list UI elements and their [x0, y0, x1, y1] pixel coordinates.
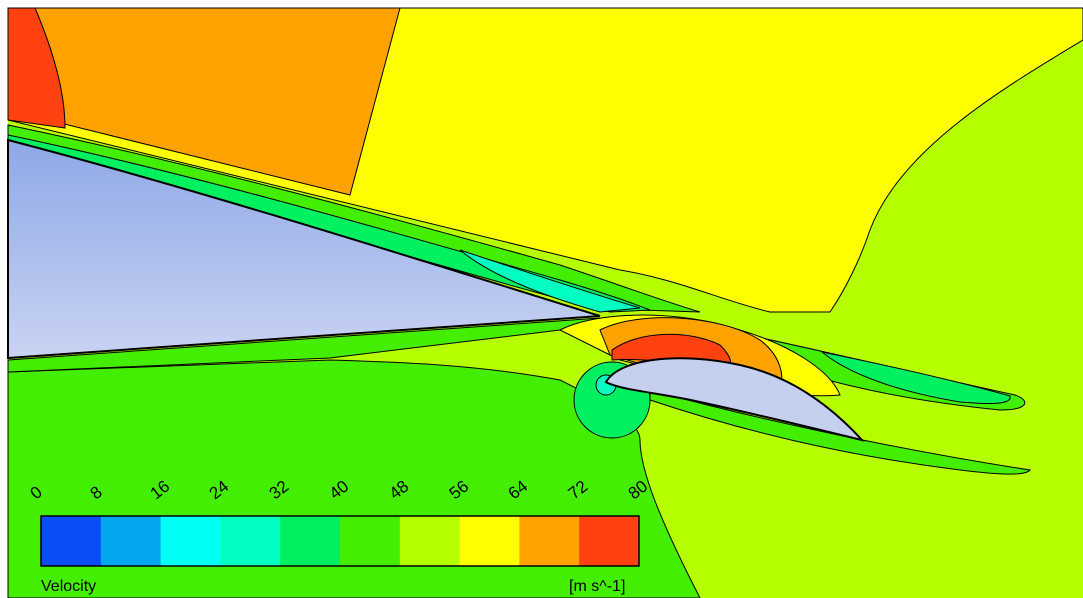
- legend-unit-label: [m s^-1]: [569, 578, 626, 595]
- flap-wake-teal: [821, 351, 1011, 405]
- flap-trailing-wake: [649, 389, 1031, 475]
- main-wing-element: [7, 138, 601, 360]
- flap-airfoil: [604, 357, 865, 442]
- shear-layer-cyan: [459, 249, 641, 313]
- field-green-band: [7, 317, 601, 373]
- legend-variable-label: Velocity: [41, 578, 97, 595]
- field-red-corner: [7, 7, 66, 129]
